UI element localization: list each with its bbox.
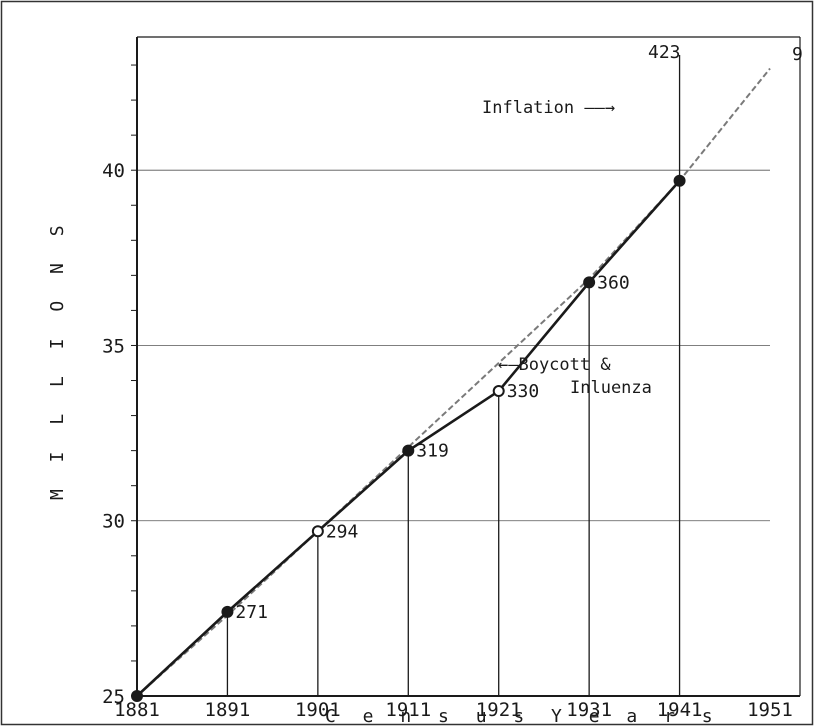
- point-labels: 271 294 319 330 360: [235, 272, 629, 622]
- data-point-1891: [222, 607, 232, 617]
- point-label-1921: 330: [507, 381, 540, 402]
- y-tick-label-30: 30: [102, 511, 125, 533]
- y-tick-label-25: 25: [102, 686, 125, 708]
- data-point-1941: [675, 176, 685, 186]
- x-axis-title: C e n s u s Y e a r s: [325, 706, 721, 726]
- series-lines: [137, 69, 770, 696]
- y-tick-labels: 25 30 35 40: [102, 160, 125, 708]
- point-label-1931: 360: [597, 272, 630, 293]
- data-point-1901: [313, 526, 323, 536]
- data-point-1911: [403, 446, 413, 456]
- y-axis-title: M I L L I O N S: [47, 217, 68, 500]
- point-label-1901: 294: [326, 521, 359, 542]
- vertical-drop-lines: [227, 55, 679, 696]
- data-point-1931: [584, 277, 594, 287]
- boycott-annotation-line1: ←—Boycott &: [498, 355, 611, 375]
- inflation-annotation: Inflation ——→: [482, 98, 615, 118]
- y-tick-label-35: 35: [102, 335, 125, 357]
- point-label-1911: 319: [416, 441, 449, 462]
- projection-label: 423: [648, 42, 681, 63]
- point-label-1891: 271: [235, 602, 268, 623]
- axes: [131, 37, 800, 696]
- data-point-1881: [132, 691, 142, 701]
- data-point-1921: [494, 386, 504, 396]
- x-tick-label-1891: 1891: [205, 699, 251, 721]
- boycott-annotation-line2: Inluenza: [570, 378, 652, 398]
- y-tick-label-40: 40: [102, 160, 125, 182]
- projection-value-label: 9: [792, 44, 803, 65]
- trend-line: [137, 69, 770, 696]
- grid-lines: [137, 170, 770, 521]
- x-tick-label-1951: 1951: [747, 699, 793, 721]
